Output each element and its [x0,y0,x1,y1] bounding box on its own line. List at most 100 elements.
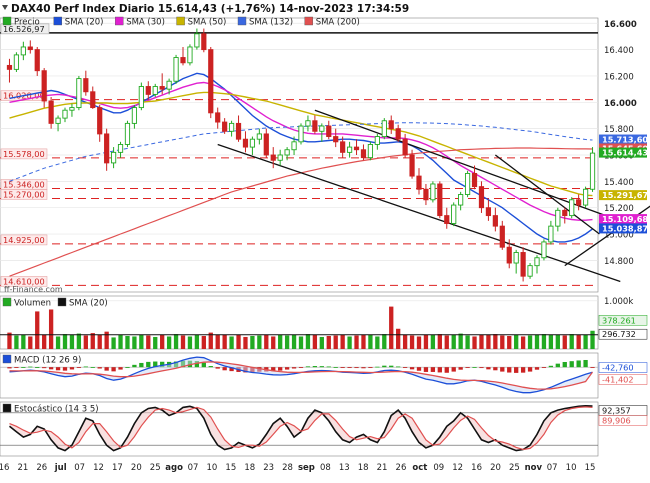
x-tick-label: 13 [339,463,350,473]
volume-bar [83,335,88,349]
x-tick-label: 28 [282,463,293,473]
volume-bar [236,334,241,349]
candle-body [589,152,596,190]
price-candle [576,194,582,211]
x-tick-label: 12 [452,463,463,473]
macd-histogram-bar [555,363,560,368]
candle-body [534,257,540,267]
right-label-box [599,147,647,158]
macd-histogram-bar [146,361,151,368]
trend-line [217,143,621,283]
macd-histogram-bar [472,367,477,368]
price-candle [277,149,283,166]
level-label: 14.925,00 [3,235,45,245]
volume-bar [402,334,408,349]
macd-histogram-bar [21,367,26,368]
right-value-label: -42,760 [602,363,634,373]
candle-body [471,172,478,188]
macd-histogram-bar [520,367,526,373]
candle-body [97,107,103,135]
volume-bar [284,335,290,349]
volume-bar [42,334,47,349]
candle-body [451,204,457,224]
volume-bar [541,334,547,349]
price-candle [131,104,138,129]
price-candle [312,115,318,134]
volume-bar [368,334,373,349]
macd-histogram-bar [541,367,547,369]
level-label: 14.610,00 [3,276,45,286]
candle-body [83,78,89,93]
candle-body [416,175,422,190]
candle-body [499,225,505,248]
candle-body [353,146,360,151]
price-candle [242,131,249,153]
volume-bar [215,335,220,349]
candle-body [138,86,144,109]
price-candle [555,207,561,232]
price-candle [76,75,82,111]
x-tick-label: 12 [93,463,104,473]
legend-swatch [2,16,12,26]
macd-histogram-bar [347,367,352,369]
candle-body [235,122,242,140]
volume-bar [76,333,82,349]
macd-histogram-bar [479,367,484,369]
candle-body [201,33,207,51]
macd-histogram-bar [215,367,220,369]
price-candle [215,107,221,129]
macd-histogram-bar [28,366,33,368]
macd-histogram-bar [423,367,429,372]
volume-bar [583,334,588,349]
macd-histogram-bar [90,367,95,368]
volume-bar [409,335,415,349]
candle-body [305,120,311,127]
right-value-label: 15.614,43 [602,148,648,158]
price-candle [173,54,179,84]
right-value-label: 92,357 [602,406,631,416]
macd-histogram-bar [69,367,75,370]
dropdown-arrow-icon[interactable] [2,5,8,10]
price-candle [298,123,304,145]
candle-body [340,141,346,153]
legend-label: SMA (20) [65,18,104,28]
volume-bar [520,336,526,349]
price-candle [409,149,415,179]
volume-bar [48,309,54,349]
price-candle [333,128,339,148]
macd-histogram-bar [42,367,47,369]
legend-label: Estocástico (14 3 5) [14,405,99,415]
x-tick-label: 10 [566,463,577,473]
right-label-box [598,315,648,326]
price-candle [124,120,131,148]
x-tick-label: 18 [244,463,255,473]
x-tick-label: 10 [207,463,218,473]
macd-histogram-bar [14,367,19,369]
price-candle [201,28,207,53]
price-candle [319,123,325,142]
price-candle [541,239,547,261]
macd-histogram-bar [514,367,519,373]
candle-body [430,183,436,201]
price-candle [208,46,214,119]
price-candle [381,118,387,140]
macd-histogram-bar [291,367,297,369]
right-label-box [599,190,647,201]
price-candle [62,107,68,123]
price-legend: Precio SMA (20) SMA (30) SMA (50) SMA (132) S… [2,16,360,28]
candle-body [555,209,561,227]
legend-swatch [114,16,124,26]
candle-body [62,109,68,119]
price-candle [138,82,144,111]
price-tick-label: 15.800 [604,125,634,135]
price-candle [55,115,61,132]
right-value-label: 378.261 [602,315,636,325]
macd-histogram-bar [160,361,165,368]
macd-histogram-bar [451,367,456,372]
candle-body [249,138,256,148]
x-tick-label: ago [165,463,183,473]
price-candle [374,133,380,150]
macd-plot-area [0,352,599,399]
legend-swatch [57,297,67,307]
macd-histogram-bar [493,367,498,371]
